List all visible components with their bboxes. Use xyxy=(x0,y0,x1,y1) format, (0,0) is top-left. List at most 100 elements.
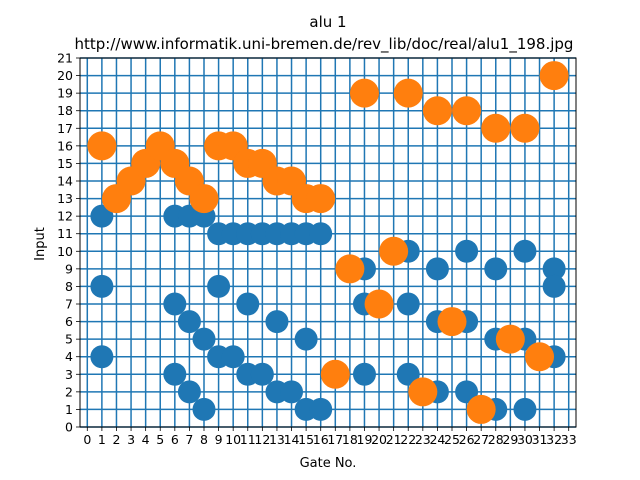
series-1-point xyxy=(90,345,114,369)
x-tick-label: 31 xyxy=(532,432,548,447)
x-tick-label: 11 xyxy=(240,432,256,447)
series-1-point xyxy=(90,204,114,228)
x-axis-ticks: 0 1 2 3 4 5 6 7 8 9 101112131415161718192021222324… xyxy=(83,427,577,447)
x-tick-label: 30 xyxy=(517,432,533,447)
y-tick-label: 17 xyxy=(57,121,73,136)
x-tick-label: 17 xyxy=(327,432,343,447)
series-2-point xyxy=(408,377,438,407)
x-tick-label: 22 xyxy=(400,432,416,447)
x-tick-label: 33 xyxy=(561,432,577,447)
x-tick-label: 18 xyxy=(342,432,358,447)
y-tick-label: 2 xyxy=(65,384,73,399)
series-1-point xyxy=(425,257,449,281)
series-2-point xyxy=(437,307,467,337)
x-tick-label: 32 xyxy=(546,432,562,447)
series-2-point xyxy=(481,113,511,143)
x-tick-label: 6 xyxy=(171,432,179,447)
x-tick-label: 29 xyxy=(502,432,518,447)
series-1-point xyxy=(163,362,187,386)
series-1-point xyxy=(542,257,566,281)
series-1-point xyxy=(513,239,537,263)
y-axis-label: Input xyxy=(33,227,48,261)
series-1-point xyxy=(455,380,479,404)
series-2-point xyxy=(335,254,365,284)
y-tick-label: 13 xyxy=(57,191,73,206)
series-2-point xyxy=(320,359,350,389)
y-tick-label: 15 xyxy=(57,156,73,171)
series-1-point xyxy=(309,222,333,246)
y-tick-label: 3 xyxy=(65,367,73,382)
series-1-point xyxy=(177,310,201,334)
x-tick-label: 27 xyxy=(473,432,489,447)
series-1-point xyxy=(280,380,304,404)
x-tick-label: 12 xyxy=(254,432,270,447)
series-2-point xyxy=(87,131,117,161)
x-tick-label: 16 xyxy=(313,432,329,447)
x-tick-label: 2 xyxy=(112,432,120,447)
series-1-point xyxy=(192,327,216,351)
y-tick-label: 4 xyxy=(65,349,73,364)
chart-subtitle: http://www.informatik.uni-bremen.de/rev_… xyxy=(75,35,574,54)
x-tick-label: 7 xyxy=(185,432,193,447)
x-tick-label: 20 xyxy=(371,432,387,447)
y-tick-label: 1 xyxy=(65,402,73,417)
x-tick-label: 5 xyxy=(156,432,164,447)
series-1-point xyxy=(352,362,376,386)
y-tick-label: 5 xyxy=(65,332,73,347)
y-tick-label: 21 xyxy=(57,51,73,66)
series-1-point xyxy=(396,292,420,316)
series-1-point xyxy=(177,380,201,404)
y-tick-label: 14 xyxy=(57,174,73,189)
x-tick-label: 14 xyxy=(284,432,300,447)
x-tick-label: 28 xyxy=(488,432,504,447)
y-tick-label: 9 xyxy=(65,261,73,276)
series-1-point xyxy=(221,345,245,369)
series-1-point xyxy=(542,274,566,298)
x-tick-label: 23 xyxy=(415,432,431,447)
series-1-point xyxy=(484,257,508,281)
x-tick-label: 10 xyxy=(225,432,241,447)
x-tick-label: 13 xyxy=(269,432,285,447)
series-2-point xyxy=(349,78,379,108)
x-tick-label: 4 xyxy=(142,432,150,447)
y-tick-label: 8 xyxy=(65,279,73,294)
y-tick-label: 0 xyxy=(65,420,73,435)
series-1-point xyxy=(309,397,333,421)
series-2-point xyxy=(364,289,394,319)
y-tick-label: 18 xyxy=(57,103,73,118)
data-points xyxy=(87,61,569,424)
x-tick-label: 25 xyxy=(444,432,460,447)
series-2-point xyxy=(422,96,452,126)
x-tick-label: 8 xyxy=(200,432,208,447)
series-1-point xyxy=(163,292,187,316)
series-2-point xyxy=(452,96,482,126)
y-tick-label: 10 xyxy=(57,244,73,259)
x-tick-label: 0 xyxy=(83,432,91,447)
series-1-point xyxy=(192,397,216,421)
y-tick-label: 11 xyxy=(57,226,73,241)
x-tick-label: 9 xyxy=(215,432,223,447)
chart-title: alu 1 xyxy=(309,13,346,31)
plot-frame xyxy=(79,57,577,428)
y-tick-label: 20 xyxy=(57,68,73,83)
x-tick-label: 1 xyxy=(98,432,106,447)
y-tick-label: 6 xyxy=(65,314,73,329)
x-tick-label: 19 xyxy=(357,432,373,447)
series-2-point xyxy=(306,184,336,214)
y-tick-label: 12 xyxy=(57,209,73,224)
x-tick-label: 15 xyxy=(298,432,314,447)
series-1-point xyxy=(90,274,114,298)
y-tick-label: 16 xyxy=(57,138,73,153)
series-2-point xyxy=(189,184,219,214)
series-2-point xyxy=(525,342,555,372)
series-2-point xyxy=(379,236,409,266)
x-tick-label: 3 xyxy=(127,432,135,447)
y-tick-label: 19 xyxy=(57,86,73,101)
series-1-point xyxy=(265,310,289,334)
series-2-point xyxy=(495,324,525,354)
y-tick-label: 7 xyxy=(65,297,73,312)
series-1-point xyxy=(455,239,479,263)
series-2-point xyxy=(466,394,496,424)
